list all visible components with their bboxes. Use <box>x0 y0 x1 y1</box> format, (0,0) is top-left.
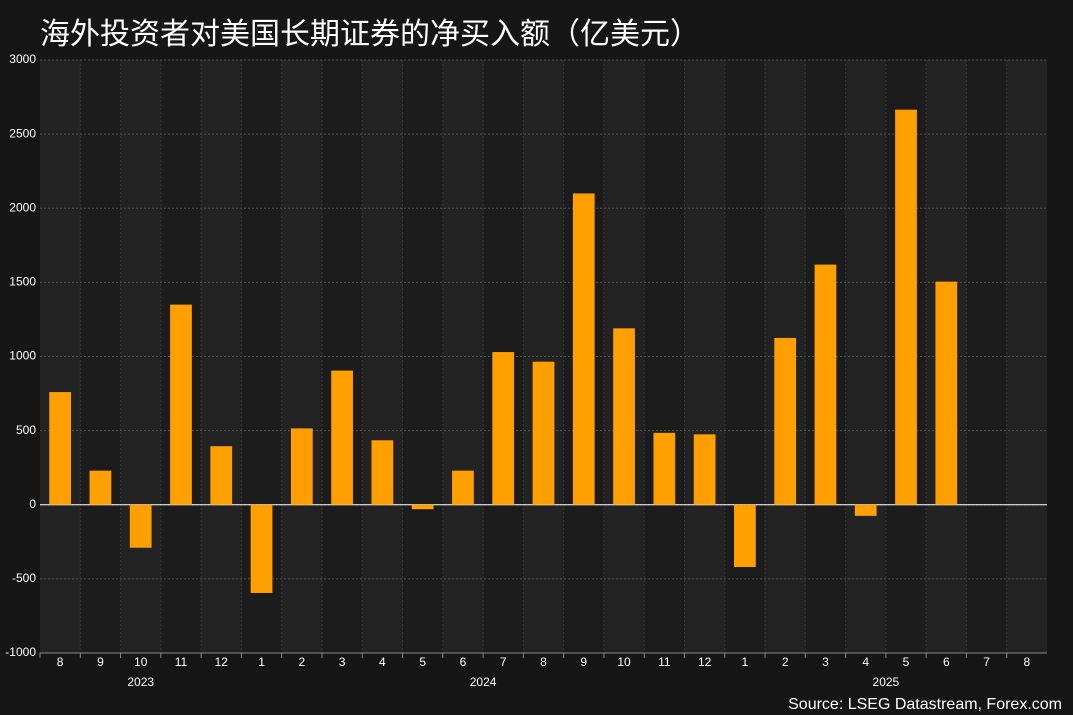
x-tick-label: 11 <box>175 655 188 669</box>
x-tick-label: 3 <box>822 655 829 669</box>
bar <box>411 504 434 510</box>
source: Source: LSEG Datastream, Forex.com <box>788 696 1062 713</box>
x-tick-label: 8 <box>540 655 547 669</box>
bar <box>734 504 756 568</box>
x-tick-label: 4 <box>862 655 869 669</box>
bar <box>774 337 797 505</box>
x-tick-label: 5 <box>903 655 910 669</box>
x-tick-label: 5 <box>419 655 426 669</box>
x-tick-label: 1 <box>258 655 265 669</box>
y-tick-label: 1500 <box>9 275 36 289</box>
x-tick-label: 12 <box>215 655 229 669</box>
y-tick-label: -1000 <box>5 645 36 659</box>
x-tick-label: 7 <box>983 655 990 669</box>
y-tick-label: 500 <box>16 423 36 437</box>
x-tick-label: 6 <box>460 655 467 669</box>
y-tick-label: -500 <box>12 571 36 585</box>
x-tick-label: 2 <box>782 655 789 669</box>
y-tick-label: 2000 <box>9 200 36 214</box>
chart-title: 海外投资者对美国长期证券的净买入额（亿美元） <box>40 18 700 51</box>
x-tick-label: 10 <box>134 655 148 669</box>
bar <box>290 428 313 505</box>
y-tick-label: 0 <box>29 497 36 511</box>
bar <box>371 440 394 505</box>
x-tick-label: 8 <box>1024 655 1031 669</box>
bar <box>210 446 233 505</box>
bar <box>572 193 595 505</box>
x-tick-label: 10 <box>617 655 631 669</box>
x-tick-label: 2 <box>298 655 305 669</box>
x-tick-label: 6 <box>943 655 950 669</box>
x-tick-label: 1 <box>742 655 749 669</box>
bar <box>854 504 877 516</box>
bar <box>935 281 958 505</box>
bar <box>129 504 152 548</box>
x-tick-label: 11 <box>658 655 671 669</box>
year-label: 2024 <box>470 675 497 689</box>
bar <box>331 370 353 505</box>
bar <box>452 470 474 505</box>
bar <box>814 264 837 505</box>
year-label: 2025 <box>873 675 900 689</box>
y-tick-label: 2500 <box>9 126 36 140</box>
x-tick-label: 12 <box>698 655 712 669</box>
bar <box>170 304 192 505</box>
x-tick-label: 9 <box>97 655 104 669</box>
bar <box>613 328 635 505</box>
y-tick-label: 3000 <box>9 52 36 66</box>
x-tick-label: 7 <box>500 655 507 669</box>
y-tick-label: 1000 <box>9 349 36 363</box>
bar <box>653 432 676 505</box>
bar <box>250 504 273 593</box>
bar <box>532 361 555 505</box>
bar <box>89 470 112 505</box>
x-tick-label: 4 <box>379 655 386 669</box>
x-tick-label: 8 <box>57 655 64 669</box>
year-label: 2023 <box>127 675 154 689</box>
x-tick-label: 9 <box>580 655 587 669</box>
bar <box>693 434 716 505</box>
x-tick-label: 3 <box>339 655 346 669</box>
bar <box>895 109 917 505</box>
bar <box>49 392 72 505</box>
bar <box>492 352 515 505</box>
